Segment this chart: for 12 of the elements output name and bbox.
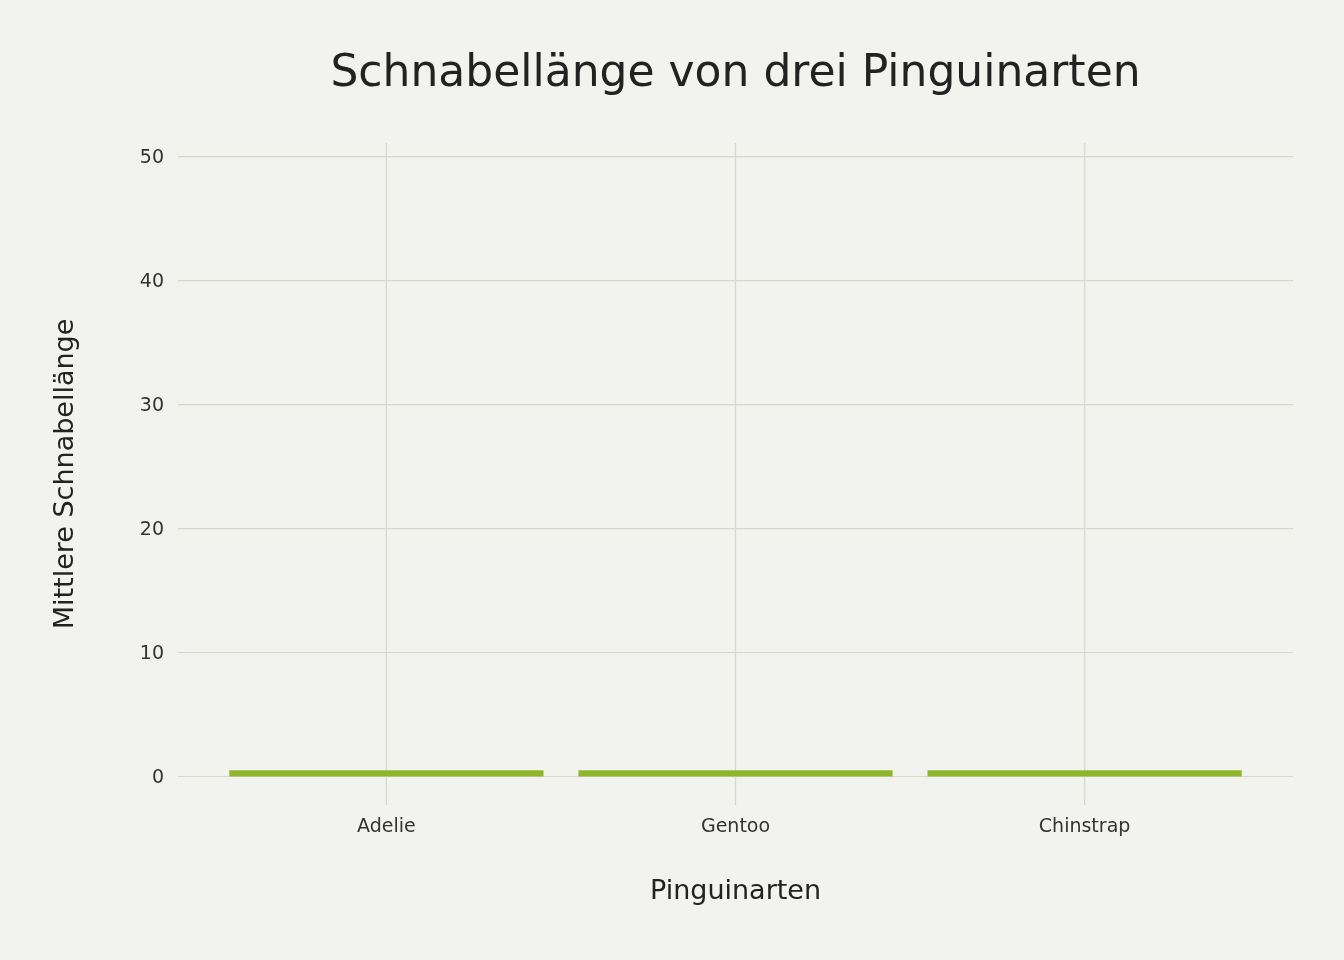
y-tick-label: 50	[139, 145, 164, 168]
y-tick-label: 10	[139, 641, 164, 664]
y-axis-title: Mittlere Schnabellänge	[48, 318, 79, 630]
x-tick-label: Gentoo	[700, 814, 771, 837]
y-tick-label: 30	[139, 393, 164, 416]
y-tick-label: 40	[139, 269, 164, 292]
x-tick-label: Chinstrap	[1038, 814, 1131, 837]
chart-title: Schnabellänge von drei Pinguinarten	[330, 45, 1141, 96]
x-tick-label: Adelie	[357, 814, 416, 837]
y-tick-label: 20	[139, 517, 164, 540]
y-tick-label: 0	[151, 765, 164, 788]
x-axis-title: Pinguinarten	[649, 874, 822, 905]
